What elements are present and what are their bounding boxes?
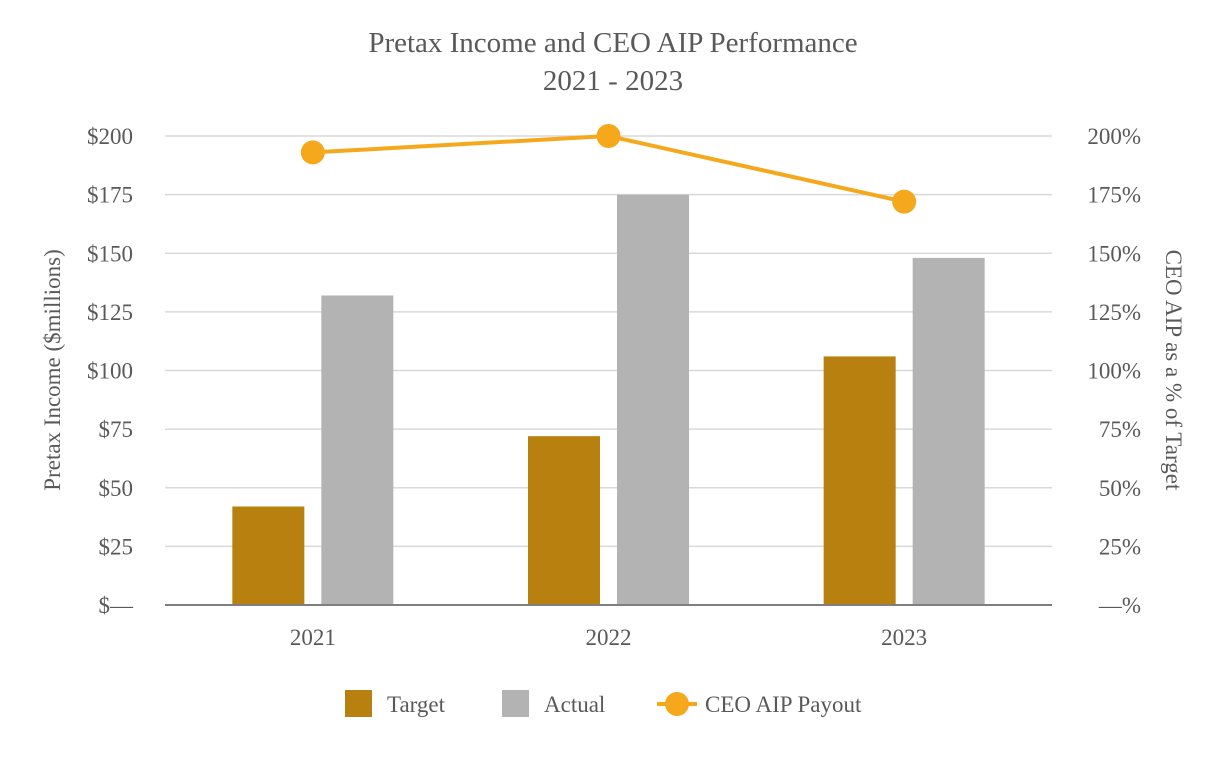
y-axis-left: $— $25 $50 $75 $100 $125 $150 $175 $200 (87, 124, 134, 618)
y-tick-label: $150 (87, 241, 133, 266)
x-tick-label: 2023 (881, 625, 927, 650)
payout-line-series (300, 124, 917, 214)
legend-swatch-target (345, 690, 372, 717)
y-tick-label: $125 (87, 300, 133, 325)
y2-tick-label: 25% (1099, 534, 1141, 559)
bar-target (528, 436, 600, 605)
x-tick-label: 2021 (290, 625, 336, 650)
y-tick-label: $25 (99, 534, 134, 559)
legend-label-payout: CEO AIP Payout (705, 692, 862, 717)
y2-tick-label: 175% (1087, 183, 1141, 208)
legend: Target Actual CEO AIP Payout (345, 690, 862, 717)
y-axis-label: Pretax Income ($millions) (40, 249, 65, 490)
bar-actual (912, 257, 985, 605)
bar-target (823, 356, 896, 605)
legend-label-target: Target (387, 692, 446, 717)
bar-actual (321, 295, 394, 605)
legend-marker-payout (665, 692, 689, 716)
y2-tick-label: 200% (1087, 124, 1141, 149)
y2-tick-label: 125% (1087, 300, 1141, 325)
y2-tick-label: 150% (1087, 241, 1141, 266)
y2-tick-label: 50% (1099, 476, 1141, 501)
y-tick-label: $175 (87, 183, 133, 208)
y-axis-right: —% 25% 50% 75% 100% 125% 150% 175% 200% (1087, 124, 1141, 618)
y2-axis-label: CEO AIP as a % of Target (1161, 250, 1186, 491)
gridlines (165, 135, 1052, 548)
chart-subtitle: 2021 - 2023 (543, 65, 683, 97)
y2-tick-label: 75% (1099, 417, 1141, 442)
payout-point (596, 124, 621, 148)
legend-swatch-actual (502, 690, 529, 717)
legend-label-actual: Actual (544, 692, 605, 717)
chart-title: Pretax Income and CEO AIP Performance (368, 27, 857, 59)
y-tick-label: $— (99, 593, 135, 618)
y-tick-label: $50 (99, 476, 134, 501)
y-tick-label: $200 (87, 124, 133, 149)
bar-actual (617, 194, 689, 605)
x-axis: 2021 2022 2023 (290, 625, 927, 650)
x-tick-label: 2022 (586, 625, 632, 650)
bar-target (232, 506, 305, 605)
y-tick-label: $100 (87, 359, 133, 384)
y2-tick-label: 100% (1087, 359, 1141, 384)
y2-tick-label: —% (1098, 593, 1141, 618)
payout-point (300, 140, 325, 165)
payout-point (892, 189, 917, 214)
bars (232, 194, 985, 605)
y-tick-label: $75 (99, 417, 134, 442)
